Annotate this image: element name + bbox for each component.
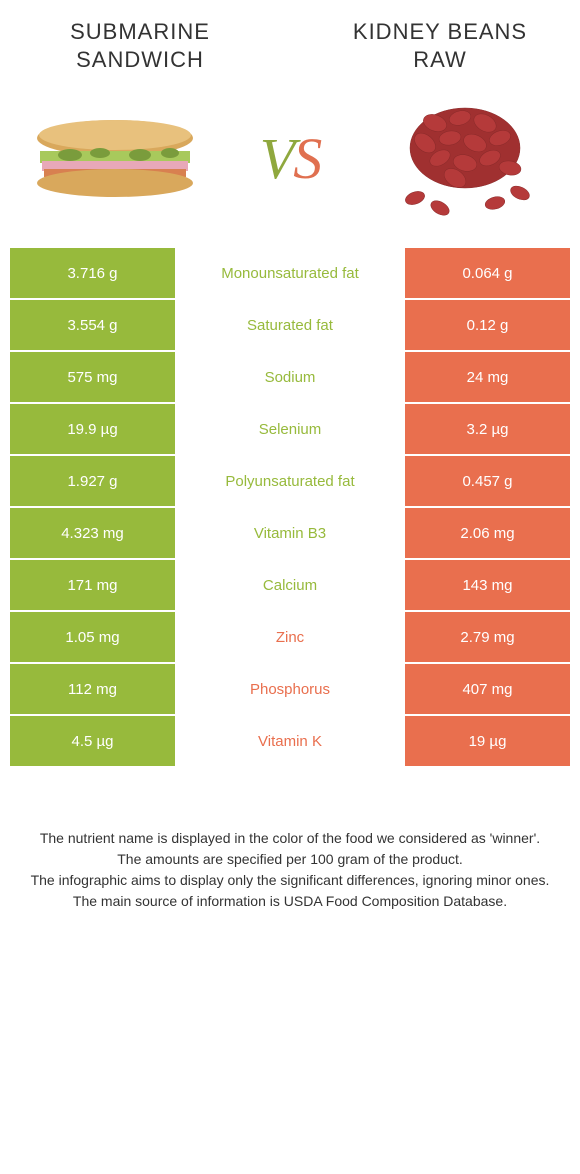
footer-line: The main source of information is USDA F… (30, 891, 550, 912)
vs-badge: VS (260, 125, 320, 192)
images-row: VS (0, 83, 580, 248)
comparison-table: 3.716 gMonounsaturated fat0.064 g3.554 g… (0, 248, 580, 766)
left-value: 4.323 mg (10, 508, 175, 558)
table-row: 3.716 gMonounsaturated fat0.064 g (10, 248, 570, 298)
left-food-title: SUBMARINE SANDWICH (40, 18, 240, 73)
beans-image (380, 93, 550, 223)
nutrient-label: Saturated fat (175, 317, 405, 334)
left-value: 575 mg (10, 352, 175, 402)
nutrient-label: Polyunsaturated fat (175, 473, 405, 490)
table-row: 4.323 mgVitamin B32.06 mg (10, 508, 570, 558)
footer-line: The amounts are specified per 100 gram o… (30, 849, 550, 870)
left-value: 4.5 µg (10, 716, 175, 766)
nutrient-label: Calcium (175, 577, 405, 594)
right-value: 143 mg (405, 560, 570, 610)
nutrient-label: Vitamin K (175, 733, 405, 750)
right-value: 0.457 g (405, 456, 570, 506)
left-value: 19.9 µg (10, 404, 175, 454)
right-value: 24 mg (405, 352, 570, 402)
right-value: 0.064 g (405, 248, 570, 298)
footer-notes: The nutrient name is displayed in the co… (0, 768, 580, 912)
right-value: 19 µg (405, 716, 570, 766)
table-row: 19.9 µgSelenium3.2 µg (10, 404, 570, 454)
footer-line: The nutrient name is displayed in the co… (30, 828, 550, 849)
table-row: 112 mgPhosphorus407 mg (10, 664, 570, 714)
left-value: 3.554 g (10, 300, 175, 350)
table-row: 4.5 µgVitamin K19 µg (10, 716, 570, 766)
right-value: 407 mg (405, 664, 570, 714)
right-food-title: KIDNEY BEANS RAW (340, 18, 540, 73)
left-value: 112 mg (10, 664, 175, 714)
table-row: 575 mgSodium24 mg (10, 352, 570, 402)
sandwich-image (30, 93, 200, 223)
table-row: 3.554 gSaturated fat0.12 g (10, 300, 570, 350)
right-value: 2.79 mg (405, 612, 570, 662)
nutrient-label: Monounsaturated fat (175, 265, 405, 282)
left-value: 171 mg (10, 560, 175, 610)
nutrient-label: Selenium (175, 421, 405, 438)
right-value: 2.06 mg (405, 508, 570, 558)
nutrient-label: Vitamin B3 (175, 525, 405, 542)
header: SUBMARINE SANDWICH KIDNEY BEANS RAW (0, 0, 580, 83)
nutrient-label: Phosphorus (175, 681, 405, 698)
table-row: 1.05 mgZinc2.79 mg (10, 612, 570, 662)
left-value: 1.05 mg (10, 612, 175, 662)
left-value: 3.716 g (10, 248, 175, 298)
table-row: 171 mgCalcium143 mg (10, 560, 570, 610)
table-row: 1.927 gPolyunsaturated fat0.457 g (10, 456, 570, 506)
nutrient-label: Sodium (175, 369, 405, 386)
nutrient-label: Zinc (175, 629, 405, 646)
right-value: 3.2 µg (405, 404, 570, 454)
footer-line: The infographic aims to display only the… (30, 870, 550, 891)
right-value: 0.12 g (405, 300, 570, 350)
left-value: 1.927 g (10, 456, 175, 506)
